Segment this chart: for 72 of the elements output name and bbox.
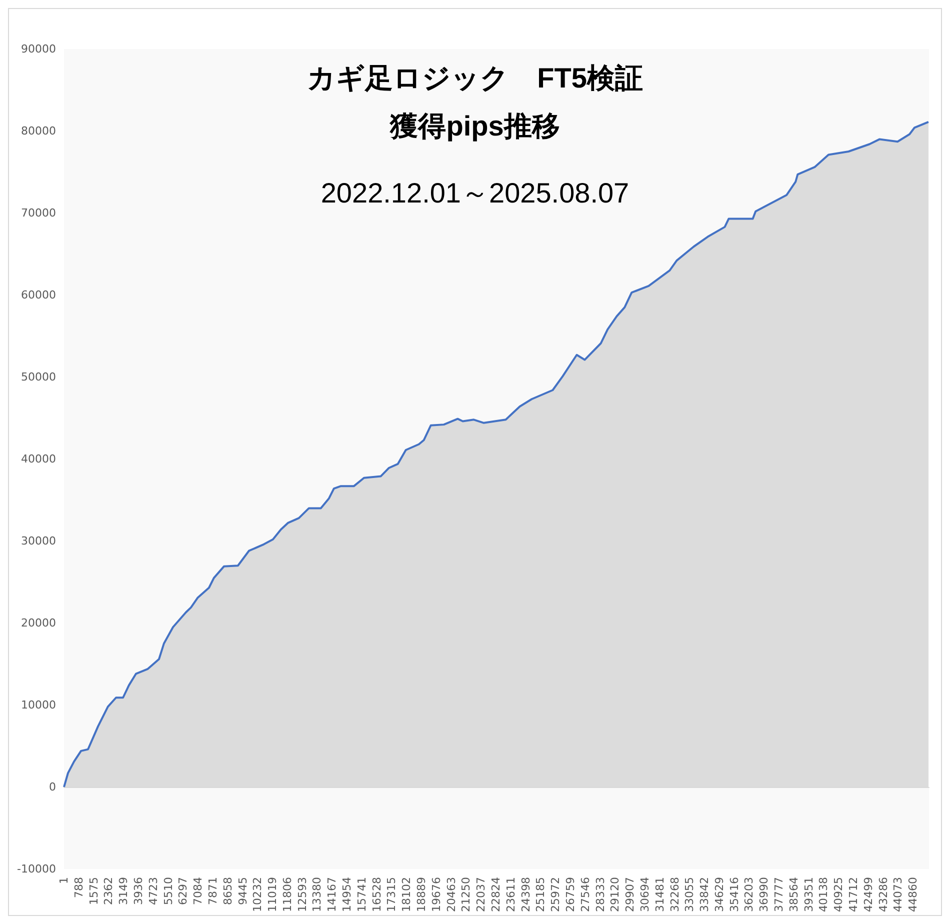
x-tick-label: 40138: [817, 877, 830, 912]
x-tick-label: 35416: [728, 877, 741, 912]
x-tick-label: 11019: [266, 877, 280, 912]
y-tick-label: 50000: [21, 370, 56, 384]
x-tick-label: 33055: [683, 877, 696, 912]
x-tick-label: 43286: [876, 877, 890, 912]
x-tick-label: 32268: [668, 877, 682, 912]
x-tick-label: 44073: [892, 877, 905, 912]
x-tick-label: 25972: [549, 877, 562, 912]
x-tick-label: 22824: [490, 877, 502, 912]
x-tick-label: 12593: [296, 877, 309, 912]
x-tick-label: 44860: [906, 877, 920, 912]
x-tick-label: 36990: [758, 877, 771, 912]
x-tick-label: 37777: [772, 877, 786, 912]
x-tick-label: 28333: [594, 877, 607, 912]
x-tick-label: 2362: [102, 877, 116, 906]
x-tick-label: 24398: [519, 877, 532, 912]
x-tick-label: 29907: [624, 877, 637, 912]
x-tick-label: 39351: [802, 877, 816, 912]
x-tick-label: 33842: [698, 877, 712, 912]
x-tick-label: 23611: [504, 877, 518, 912]
x-tick-label: 4723: [146, 877, 160, 906]
x-tick-label: 15741: [355, 877, 368, 912]
x-tick-label: 20463: [444, 877, 458, 912]
annotation: 2022.12.01～2025.08.07: [320, 178, 630, 208]
x-tick-label: 14167: [326, 877, 339, 912]
y-tick-label: 30000: [21, 534, 56, 548]
x-tick-label: 3936: [132, 877, 145, 906]
y-tick-label: 40000: [21, 452, 56, 466]
x-tick-label: 25185: [534, 877, 548, 912]
x-tick-label: 18889: [415, 877, 428, 912]
x-tick-label: 18102: [400, 877, 414, 912]
x-tick-label: 40925: [832, 877, 846, 912]
x-tick-label: 3149: [117, 877, 130, 906]
x-tick-label: 42499: [862, 877, 875, 912]
y-tick-label: 70000: [21, 206, 56, 220]
x-tick-label: 29120: [608, 877, 622, 912]
x-tick-label: 34629: [712, 877, 726, 912]
x-tick-label: 7084: [192, 877, 205, 906]
x-tick-label: 36203: [742, 877, 756, 912]
y-tick-label: 80000: [21, 124, 56, 138]
x-tick-label: 19676: [430, 877, 443, 912]
x-tick-label: 788: [72, 877, 86, 898]
x-tick-label: 13380: [310, 877, 324, 912]
x-tick-label: 22037: [474, 877, 488, 912]
x-tick-label: 14954: [340, 877, 354, 912]
text: 獲得pips推移: [389, 110, 560, 142]
y-tick-label: 0: [49, 780, 56, 794]
x-tick-label: 31481: [653, 877, 666, 912]
x-tick-label: 16528: [370, 877, 384, 912]
x-tick-label: 7871: [206, 877, 220, 906]
x-tick-label: 27546: [578, 877, 592, 912]
x-tick-label: 41712: [847, 877, 860, 912]
x-tick-label: 1575: [87, 877, 100, 906]
text: カギ足ロジック FT5検証: [307, 62, 643, 94]
x-tick-label: 38564: [787, 877, 800, 912]
x-tick-label: 21250: [460, 877, 473, 912]
x-tick-label: 1: [58, 877, 70, 884]
x-tick-label: 11806: [280, 877, 294, 912]
y-tick-label: 90000: [21, 42, 56, 56]
y-tick-label: -10000: [17, 862, 56, 876]
x-tick-label: 8658: [221, 877, 234, 906]
x-tick-label: 9445: [236, 877, 250, 906]
y-tick-label: 20000: [21, 616, 56, 630]
x-tick-label: 6297: [176, 877, 190, 906]
y-tick-label: 60000: [21, 288, 56, 302]
x-tick-label: 5510: [162, 877, 175, 906]
x-tick-label: 17315: [385, 877, 398, 912]
x-tick-label: 10232: [251, 877, 264, 912]
x-tick-label: 26759: [564, 877, 577, 912]
x-tick-label: 30694: [638, 877, 652, 912]
y-tick-label: 10000: [21, 698, 56, 712]
